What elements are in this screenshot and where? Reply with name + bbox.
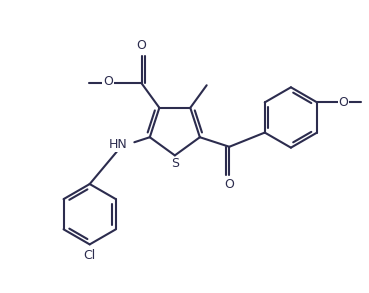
Text: S: S [171, 157, 179, 170]
Text: O: O [103, 75, 113, 88]
Text: Cl: Cl [83, 249, 96, 262]
Text: O: O [137, 40, 146, 52]
Text: HN: HN [109, 138, 128, 151]
Text: O: O [339, 96, 349, 109]
Text: O: O [224, 178, 234, 191]
